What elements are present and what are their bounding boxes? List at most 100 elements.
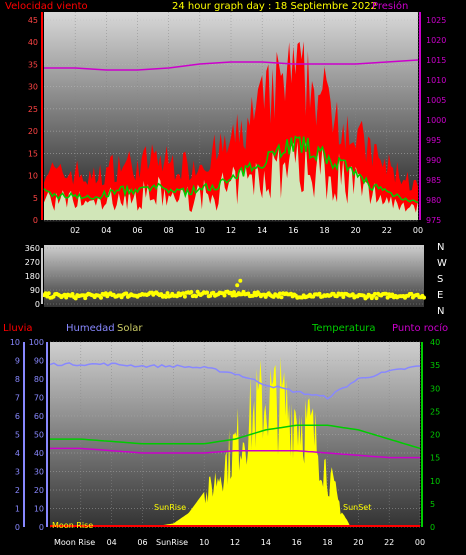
direction-point xyxy=(99,295,103,300)
wind-speed-label: Velocidad viento xyxy=(5,1,88,12)
compass-e: E xyxy=(437,290,443,301)
humidity-y-tick: 70 xyxy=(34,394,44,403)
direction-point xyxy=(350,292,355,297)
rain-y-tick: 10 xyxy=(10,338,20,347)
direction-point xyxy=(45,294,50,299)
humidity-label: Humedad xyxy=(66,323,115,334)
direction-point xyxy=(276,294,281,299)
wind-panel-axes: 0510152025303540459759809859909951000100… xyxy=(28,12,446,235)
direction-point xyxy=(372,291,377,296)
climate-panel-axes: 0010120230340450560670780890910010051015… xyxy=(10,338,440,547)
humidity-y-tick: 80 xyxy=(34,375,44,384)
direction-point xyxy=(409,291,414,296)
pressure-y-tick: 980 xyxy=(426,196,441,205)
temperature-line xyxy=(50,424,421,450)
direction-point xyxy=(384,291,388,296)
wind-direction-axes: 0 90 180 270 360 xyxy=(25,244,43,309)
chart-title: 24 hour graph day : 18 Septiembre 2022 xyxy=(172,1,377,12)
wind-y-tick: 30 xyxy=(28,83,38,92)
pressure-y-tick: 975 xyxy=(426,216,441,225)
rain-y-tick: 3 xyxy=(15,468,20,477)
climate-x-tick: 12 xyxy=(230,538,240,547)
pressure-y-tick: 990 xyxy=(426,156,441,165)
compass-w: W xyxy=(437,258,447,269)
wind-x-tick: 06 xyxy=(132,226,142,235)
direction-point xyxy=(124,291,129,296)
direction-point xyxy=(194,294,198,299)
wind-x-tick: 20 xyxy=(351,226,361,235)
direction-point xyxy=(339,291,344,296)
compass-n-top: N xyxy=(437,242,444,253)
direction-point xyxy=(73,296,78,301)
wind-y-tick: 0 xyxy=(33,216,38,225)
direction-point xyxy=(163,294,168,299)
rain-y-tick: 9 xyxy=(15,357,20,366)
moonrise-axis-label: Moon Rise xyxy=(54,538,95,547)
rain-y-tick: 0 xyxy=(15,523,20,532)
wind-x-tick: 14 xyxy=(257,226,267,235)
climate-x-tick: 10 xyxy=(199,538,209,547)
wind-direction-grid xyxy=(44,247,424,305)
direction-point xyxy=(205,290,210,295)
solar-label: Solar xyxy=(117,323,143,334)
compass-n-bottom: N xyxy=(437,306,444,317)
moonrise-annotation: Moon Rise xyxy=(52,521,93,530)
direction-point xyxy=(277,291,282,296)
direction-point xyxy=(46,291,51,296)
rain-y-tick: 7 xyxy=(15,394,20,403)
wind-y-tick: 10 xyxy=(28,172,38,181)
temperature-y-tick: 35 xyxy=(430,361,440,370)
wind-x-tick: 04 xyxy=(101,226,111,235)
rain-y-tick: 5 xyxy=(15,431,20,440)
dew-point-line xyxy=(50,447,420,459)
climate-x-tick: 18 xyxy=(322,538,332,547)
climate-x-tick: 14 xyxy=(261,538,271,547)
humidity-line xyxy=(49,362,421,400)
dew-point-label: Punto rocío xyxy=(392,322,448,334)
sunset-annotation: SunSet xyxy=(343,503,371,512)
humidity-y-tick: 90 xyxy=(34,357,44,366)
humidity-y-tick: 40 xyxy=(34,449,44,458)
direction-point xyxy=(279,295,284,300)
sunrise-annotation: SunRise xyxy=(154,503,186,512)
wind-x-tick: 02 xyxy=(70,226,80,235)
direction-point xyxy=(189,290,194,294)
direction-point xyxy=(251,293,255,298)
temperature-y-tick: 25 xyxy=(430,407,440,416)
temperature-y-tick: 20 xyxy=(430,431,440,440)
climate-x-tick: 04 xyxy=(107,538,117,547)
humidity-y-tick: 60 xyxy=(34,412,44,421)
climate-x-tick: 16 xyxy=(292,538,302,547)
direction-point xyxy=(341,295,346,299)
direction-y-tick: 270 xyxy=(25,258,40,267)
pressure-line xyxy=(44,59,419,71)
rain-label: Lluvia xyxy=(3,323,33,334)
wind-y-tick: 5 xyxy=(33,194,38,203)
humidity-y-tick: 50 xyxy=(34,431,44,440)
direction-point xyxy=(70,292,75,296)
solar-area xyxy=(150,356,351,527)
climate-x-tick: 06 xyxy=(137,538,147,547)
direction-point xyxy=(83,296,88,301)
wind-y-tick: 25 xyxy=(28,105,38,114)
humidity-y-tick: 100 xyxy=(29,338,44,347)
direction-point xyxy=(182,294,187,299)
temperature-y-tick: 5 xyxy=(430,500,435,509)
wind-y-tick: 20 xyxy=(28,127,38,136)
direction-point xyxy=(235,283,240,288)
direction-point xyxy=(317,291,322,296)
pressure-y-tick: 1015 xyxy=(426,56,446,65)
climate-x-tick: 22 xyxy=(384,538,394,547)
wind-panel-plot xyxy=(43,41,419,221)
pressure-y-tick: 1020 xyxy=(426,36,446,45)
compass-s: S xyxy=(437,274,443,285)
wind-x-tick: 08 xyxy=(164,226,174,235)
humidity-y-tick: 0 xyxy=(39,523,44,532)
temperature-y-tick: 30 xyxy=(430,384,440,393)
wind-x-tick: 10 xyxy=(195,226,205,235)
climate-panel-plot xyxy=(49,356,421,527)
direction-point xyxy=(422,295,426,300)
climate-x-tick: 20 xyxy=(353,538,363,547)
temperature-y-tick: 0 xyxy=(430,523,435,532)
